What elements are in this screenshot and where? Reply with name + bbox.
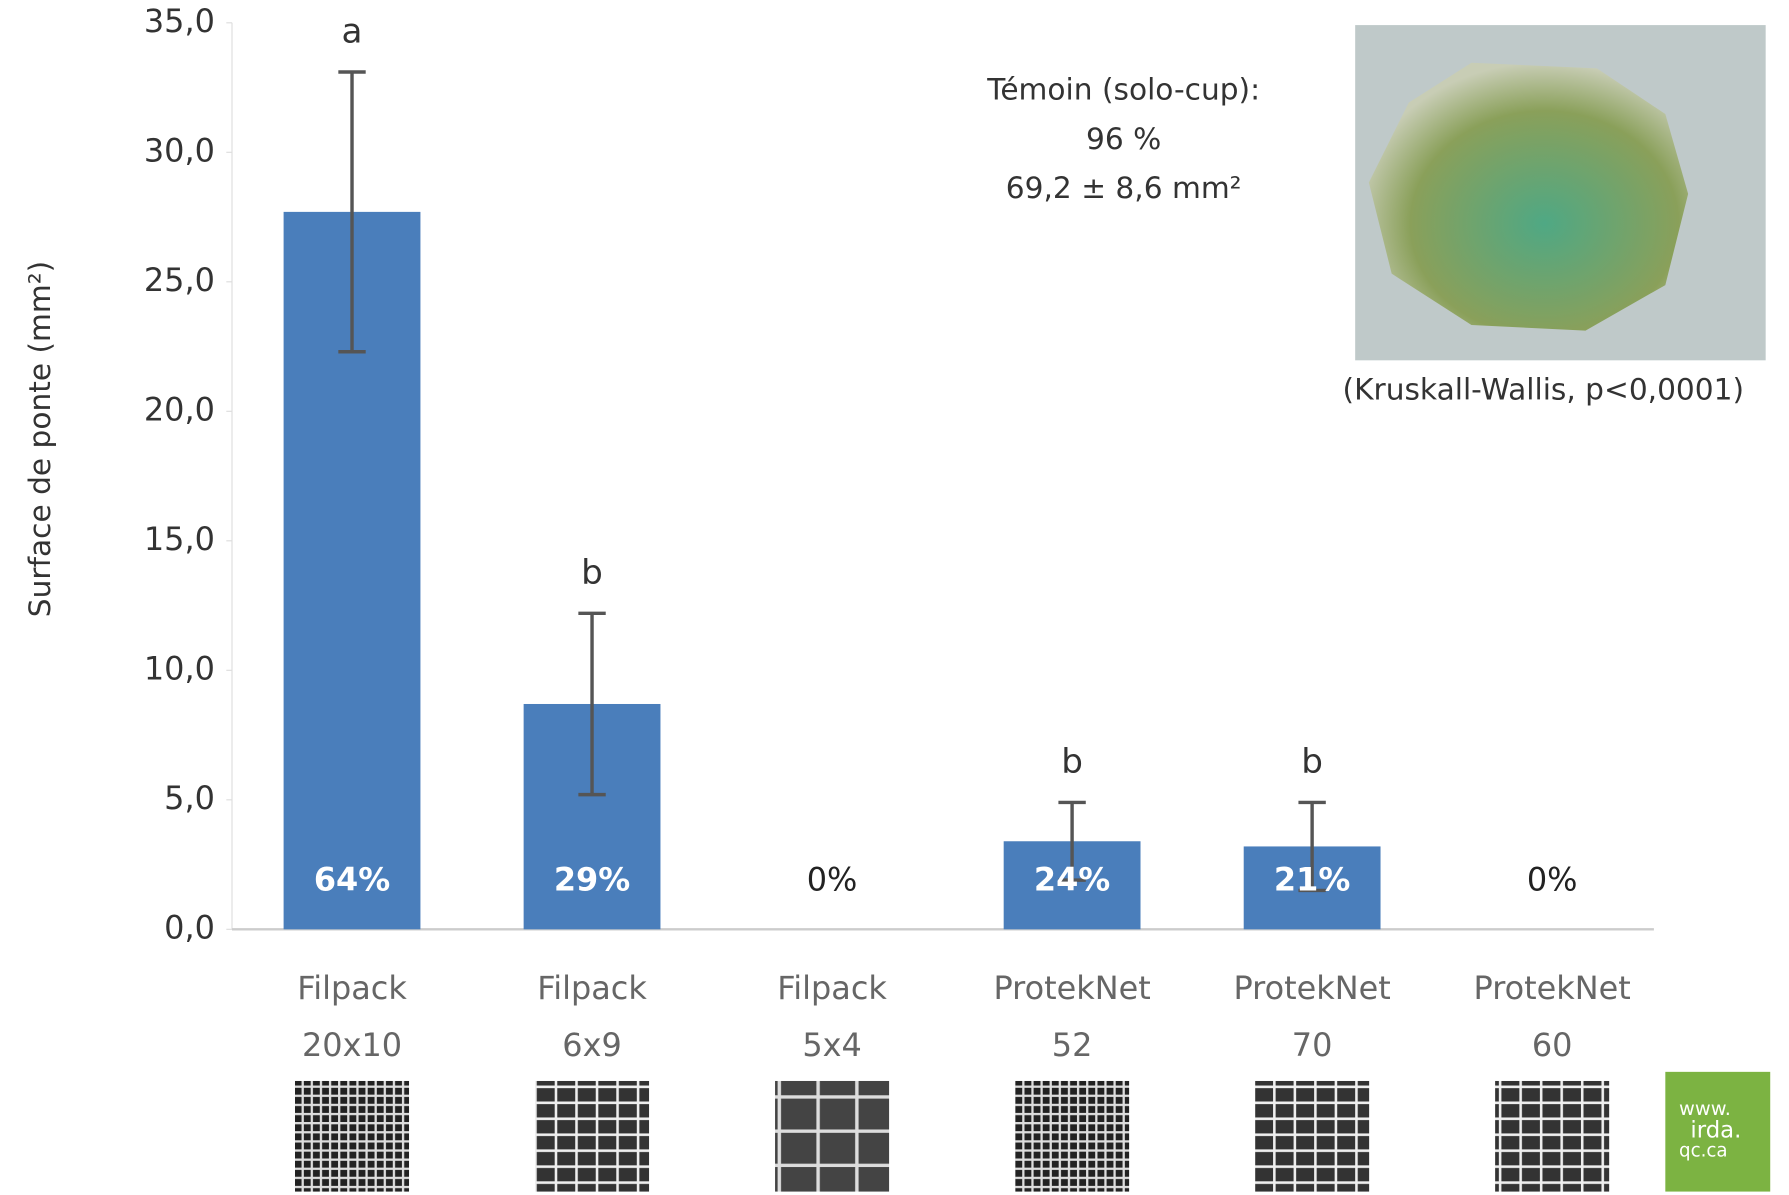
x-tick-label: ProtekNet 60: [1474, 969, 1631, 1064]
net-photo: [775, 1080, 890, 1192]
x-tick-label-line: ProtekNet: [1233, 969, 1390, 1007]
y-tick-label: 25,0: [144, 261, 215, 299]
x-tick-label-line: 5x4: [802, 1026, 861, 1064]
x-tick-label-line: 60: [1532, 1026, 1573, 1064]
logo-text: qc.ca: [1679, 1141, 1728, 1162]
significance-letter: b: [581, 553, 603, 593]
x-tick-label-line: 6x9: [562, 1026, 621, 1064]
net-photo: [1495, 1080, 1610, 1192]
value-label: 0%: [1527, 860, 1578, 898]
y-tick-label: 35,0: [144, 2, 215, 40]
x-tick-label-line: ProtekNet: [993, 969, 1150, 1007]
significance-letter: b: [1061, 742, 1083, 782]
y-tick-label: 15,0: [144, 520, 215, 558]
significance-letter: a: [342, 12, 363, 52]
logo: [1665, 1071, 1771, 1192]
y-tick-label: 20,0: [144, 390, 215, 428]
x-tick-label-line: 70: [1292, 1026, 1333, 1064]
significance-letter: b: [1301, 742, 1323, 782]
x-tick-label-line: Filpack: [777, 969, 887, 1007]
value-label: 29%: [554, 860, 630, 898]
y-axis-label: Surface de ponte (mm²): [22, 261, 57, 617]
value-label: 24%: [1034, 860, 1110, 898]
value-label: 21%: [1274, 860, 1350, 898]
x-tick-label-line: 20x10: [302, 1026, 402, 1064]
x-tick-label: ProtekNet 70: [1233, 969, 1390, 1064]
x-tick-label: Filpack 5x4: [777, 969, 887, 1064]
annotation: Témoin (solo-cup):: [986, 72, 1260, 107]
net-photo: [1255, 1080, 1370, 1192]
y-tick-label: 30,0: [144, 131, 215, 169]
value-label: 64%: [314, 860, 390, 898]
annotation: 69,2 ± 8,6 mm²: [1006, 170, 1242, 205]
value-label: 0%: [807, 860, 858, 898]
egg-mass: [1368, 62, 1689, 331]
annotation: 96 %: [1086, 121, 1161, 156]
x-tick-label: Filpack 6x9: [537, 969, 647, 1064]
x-tick-label-line: 52: [1052, 1026, 1093, 1064]
y-tick-label: 0,0: [164, 908, 215, 946]
x-tick-label: ProtekNet 52: [993, 969, 1150, 1064]
x-tick-label-line: Filpack: [297, 969, 407, 1007]
net-photo: [535, 1080, 650, 1192]
x-tick-label: Filpack 20x10: [297, 969, 407, 1064]
y-tick-label: 5,0: [164, 779, 215, 817]
stats-note: (Kruskall-Wallis, p<0,0001): [1343, 372, 1744, 407]
logo-text: www.: [1679, 1097, 1731, 1120]
y-tick-label: 10,0: [144, 649, 215, 687]
net-photo: [1015, 1080, 1130, 1192]
x-tick-label-line: Filpack: [537, 969, 647, 1007]
x-tick-label-line: ProtekNet: [1474, 969, 1631, 1007]
logo-text: irda.: [1690, 1118, 1741, 1144]
net-photo: [295, 1080, 410, 1192]
